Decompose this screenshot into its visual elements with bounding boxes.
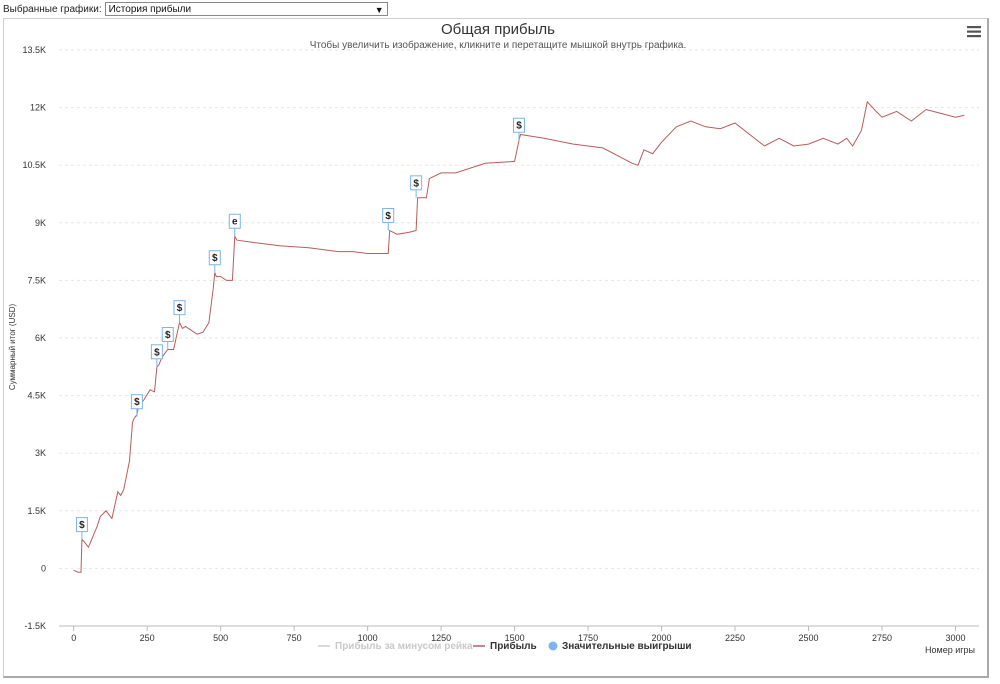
x-tick-label: 1500 xyxy=(505,633,525,643)
x-tick-label: 1000 xyxy=(358,633,378,643)
significant-win-flag[interactable]: $ xyxy=(150,344,163,367)
axes: -1.5K 0 1.5K 3K 4.5K 6K 7.5K 9K 10.5K 12K 13.5K 0 25… xyxy=(22,45,979,643)
flag-box xyxy=(75,517,88,533)
significant-wins-markers: $ $ $ $ $ $ e $ $ $ xyxy=(75,117,525,540)
y-tick-label: 4.5K xyxy=(27,391,46,401)
x-tick-label: 3000 xyxy=(945,633,965,643)
chart-subtitle: Чтобы увеличить изображение, кликните и … xyxy=(310,39,687,51)
flag-box xyxy=(130,394,143,410)
flag-box xyxy=(382,207,395,223)
flag-box xyxy=(173,300,186,316)
flag-label: $ xyxy=(165,330,171,341)
x-tick-label: 0 xyxy=(71,633,76,643)
series-layer xyxy=(73,100,965,573)
flag-box xyxy=(228,213,241,229)
significant-win-flag[interactable]: $ xyxy=(382,207,395,231)
y-tick-label: 10.5K xyxy=(22,160,46,170)
significant-win-flag[interactable]: $ xyxy=(75,517,88,540)
legend-item[interactable]: Прибыль xyxy=(473,640,537,652)
chart-selector-bar: Выбранные графики: История прибыли ▼ xyxy=(0,0,1000,18)
legend-item[interactable]: Значительные выигрыши xyxy=(548,641,692,652)
chart-selector-value: История прибыли xyxy=(108,4,192,15)
chart-selector-dropdown[interactable]: История прибыли ▼ xyxy=(104,2,388,16)
x-tick-label: 2750 xyxy=(872,633,892,643)
significant-win-flag[interactable]: $ xyxy=(161,327,174,350)
y-tick-label: 9K xyxy=(35,218,46,228)
profit-chart[interactable]: -1.5K 0 1.5K 3K 4.5K 6K 7.5K 9K 10.5K 12K 13.5K 0 25… xyxy=(4,19,986,675)
y-tick-label: 3K xyxy=(35,448,46,458)
flag-box xyxy=(410,175,423,191)
flag-label: $ xyxy=(134,397,140,408)
significant-win-flag[interactable]: $ xyxy=(208,250,221,273)
flag-label: $ xyxy=(385,211,391,222)
significant-win-flag[interactable]: e xyxy=(228,213,241,237)
y-tick-label: -1.5K xyxy=(24,621,46,631)
flag-label: $ xyxy=(212,253,218,264)
profit-series-line[interactable] xyxy=(73,100,965,573)
chart-selector-label: Выбранные графики: xyxy=(3,3,102,15)
legend-label: Прибыль за минусом рейка xyxy=(335,640,473,652)
hamburger-menu-icon[interactable] xyxy=(967,26,981,38)
y-tick-label: 6K xyxy=(35,333,46,343)
x-tick-label: 1250 xyxy=(431,633,451,643)
legend-label: Значительные выигрыши xyxy=(562,641,692,652)
x-tick-label: 2500 xyxy=(799,633,819,643)
flag-label: $ xyxy=(79,520,85,531)
flag-label: $ xyxy=(154,347,160,358)
significant-win-flag[interactable]: $ xyxy=(173,300,186,323)
legend: Прибыль за минусом рейка Прибыль Значитель… xyxy=(318,640,692,652)
legend-item[interactable]: Прибыль за минусом рейка xyxy=(318,640,473,652)
y-tick-label: 1.5K xyxy=(27,506,46,516)
x-axis-label: Номер игры xyxy=(925,645,975,655)
legend-marker-symbol xyxy=(548,641,558,651)
flag-box xyxy=(161,327,174,343)
x-tick-label: 2000 xyxy=(652,633,672,643)
flag-label: e xyxy=(232,217,238,228)
y-tick-label: 7.5K xyxy=(27,275,46,285)
x-tick-label: 2250 xyxy=(725,633,745,643)
x-tick-label: 250 xyxy=(140,633,155,643)
y-tick-label: 12K xyxy=(30,103,46,113)
flag-box xyxy=(513,117,525,133)
significant-win-flag[interactable]: $ xyxy=(513,117,525,141)
y-tick-label: 0 xyxy=(41,563,46,573)
flag-label: $ xyxy=(413,178,419,189)
significant-win-flag[interactable]: $ xyxy=(410,175,423,198)
chart-container[interactable]: -1.5K 0 1.5K 3K 4.5K 6K 7.5K 9K 10.5K 12K 13.5K 0 25… xyxy=(3,18,989,678)
x-tick-label: 750 xyxy=(287,633,302,643)
flag-label: $ xyxy=(177,303,183,314)
significant-win-flag[interactable]: $ xyxy=(130,394,143,417)
flag-box xyxy=(150,344,163,360)
y-tick-label: 13.5K xyxy=(22,45,46,55)
chart-title: Общая прибыль xyxy=(441,21,555,38)
chevron-down-icon: ▼ xyxy=(374,5,384,15)
flag-box xyxy=(208,250,221,266)
legend-label: Прибыль xyxy=(490,640,537,652)
y-axis-label: Суммарный итог (USD) xyxy=(8,304,17,391)
x-tick-label: 1750 xyxy=(578,633,598,643)
x-tick-label: 500 xyxy=(213,633,228,643)
flag-label: $ xyxy=(516,121,522,132)
